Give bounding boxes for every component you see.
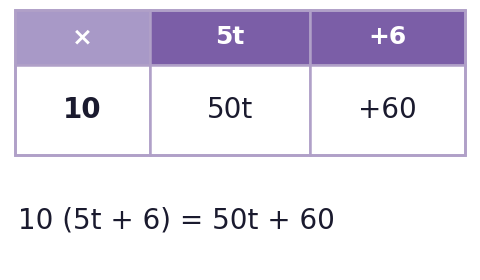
Text: +60: +60 [358,96,417,124]
Text: 50t: 50t [207,96,253,124]
Bar [15,65,150,155]
Text: 10: 10 [63,96,102,124]
Text: 5t: 5t [216,25,245,50]
Bar [310,10,465,65]
Bar [15,10,465,155]
Text: ×: × [72,25,93,50]
Bar [150,65,310,155]
Bar [150,10,310,65]
Text: 10 (5t + 6) = 50t + 60: 10 (5t + 6) = 50t + 60 [18,206,335,234]
Text: +6: +6 [368,25,407,50]
Bar [15,10,150,65]
Bar [310,65,465,155]
